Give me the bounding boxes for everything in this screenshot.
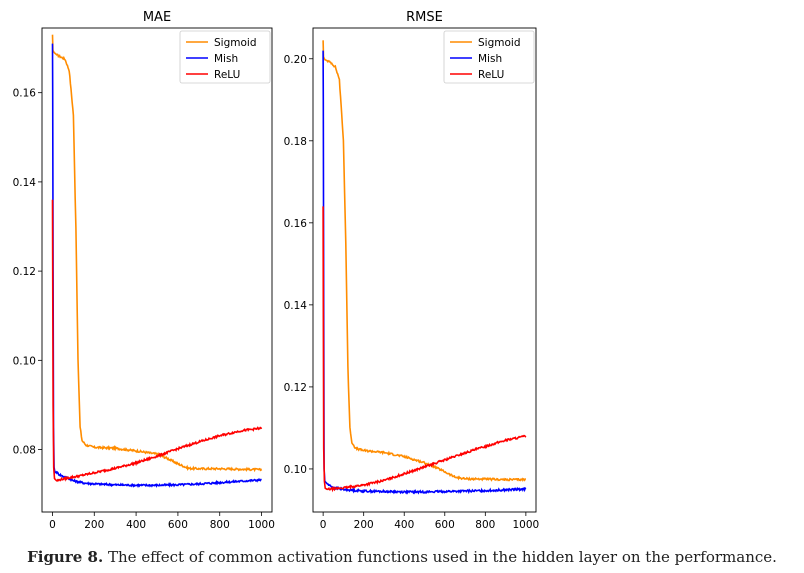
legend-box bbox=[443, 30, 535, 84]
y-tick-label: 0.16 bbox=[13, 88, 37, 100]
series-line-sigmoid bbox=[51, 34, 263, 473]
x-tick-label: 400 bbox=[394, 519, 414, 531]
chart-panel-rmse: RMSE 0 200 400 600 800 1000 0.10 0.12 0.14 0.16 0.1… bbox=[284, 10, 540, 531]
caption-label: Figure 8. bbox=[27, 548, 104, 566]
x-tick-label: 1000 bbox=[512, 519, 539, 531]
y-tick-label: 0.16 bbox=[284, 218, 308, 230]
legend: Sigmoid Mish ReLU bbox=[443, 30, 535, 84]
x-tick-label: 800 bbox=[210, 519, 230, 531]
x-tick-label: 1000 bbox=[248, 519, 275, 531]
series-line-relu bbox=[322, 206, 527, 493]
chart-title: MAE bbox=[143, 10, 171, 25]
legend-label-relu: ReLU bbox=[214, 69, 240, 81]
figure-canvas: MAE 0 200 400 600 800 1000 0.08 0.10 0.12 0.14 0.16… bbox=[13, 10, 540, 531]
plot-frame bbox=[312, 27, 537, 513]
legend-label-mish: Mish bbox=[478, 53, 502, 65]
y-tick-label: 0.20 bbox=[284, 54, 307, 66]
y-tick-label: 0.14 bbox=[284, 300, 308, 312]
x-tick-label: 200 bbox=[354, 519, 374, 531]
y-tick-label: 0.10 bbox=[284, 464, 307, 476]
x-tick-label: 0 bbox=[49, 519, 56, 531]
y-tick-label: 0.10 bbox=[13, 355, 36, 367]
x-tick-label: 600 bbox=[168, 519, 188, 531]
plot-frame bbox=[41, 27, 273, 513]
chart-panel-mae: MAE 0 200 400 600 800 1000 0.08 0.10 0.12 0.14 0.16… bbox=[13, 10, 275, 531]
series-line-relu bbox=[51, 199, 263, 482]
figure-caption: Figure 8. The effect of common activatio… bbox=[0, 548, 804, 566]
legend: Sigmoid Mish ReLU bbox=[179, 30, 271, 84]
chart-title: RMSE bbox=[406, 10, 443, 25]
legend-label-sigmoid: Sigmoid bbox=[214, 37, 256, 49]
y-tick-label: 0.12 bbox=[13, 266, 36, 278]
legend-label-sigmoid: Sigmoid bbox=[478, 37, 520, 49]
y-tick-label: 0.14 bbox=[13, 177, 37, 189]
series-line-mish bbox=[51, 43, 262, 488]
y-tick-label: 0.12 bbox=[284, 382, 307, 394]
series-line-mish bbox=[322, 50, 527, 495]
x-tick-label: 800 bbox=[475, 519, 495, 531]
legend-label-mish: Mish bbox=[214, 53, 238, 65]
x-tick-label: 200 bbox=[84, 519, 104, 531]
x-tick-label: 400 bbox=[126, 519, 146, 531]
legend-box bbox=[179, 30, 271, 84]
x-tick-label: 600 bbox=[435, 519, 455, 531]
y-tick-label: 0.08 bbox=[13, 445, 36, 457]
x-tick-label: 0 bbox=[320, 519, 327, 531]
series-line-sigmoid bbox=[322, 40, 526, 483]
caption-text: The effect of common activation function… bbox=[103, 548, 777, 566]
y-tick-label: 0.18 bbox=[284, 136, 307, 148]
legend-label-relu: ReLU bbox=[478, 69, 504, 81]
